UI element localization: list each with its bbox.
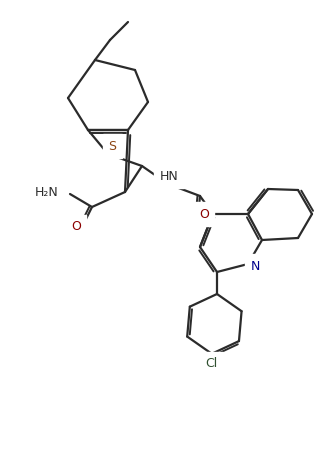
Text: Cl: Cl — [206, 357, 218, 370]
Text: O: O — [71, 220, 81, 234]
Text: HN: HN — [160, 169, 178, 183]
Text: S: S — [108, 140, 116, 152]
Text: H₂N: H₂N — [34, 186, 58, 200]
Text: N: N — [250, 260, 260, 272]
Text: O: O — [199, 208, 209, 220]
